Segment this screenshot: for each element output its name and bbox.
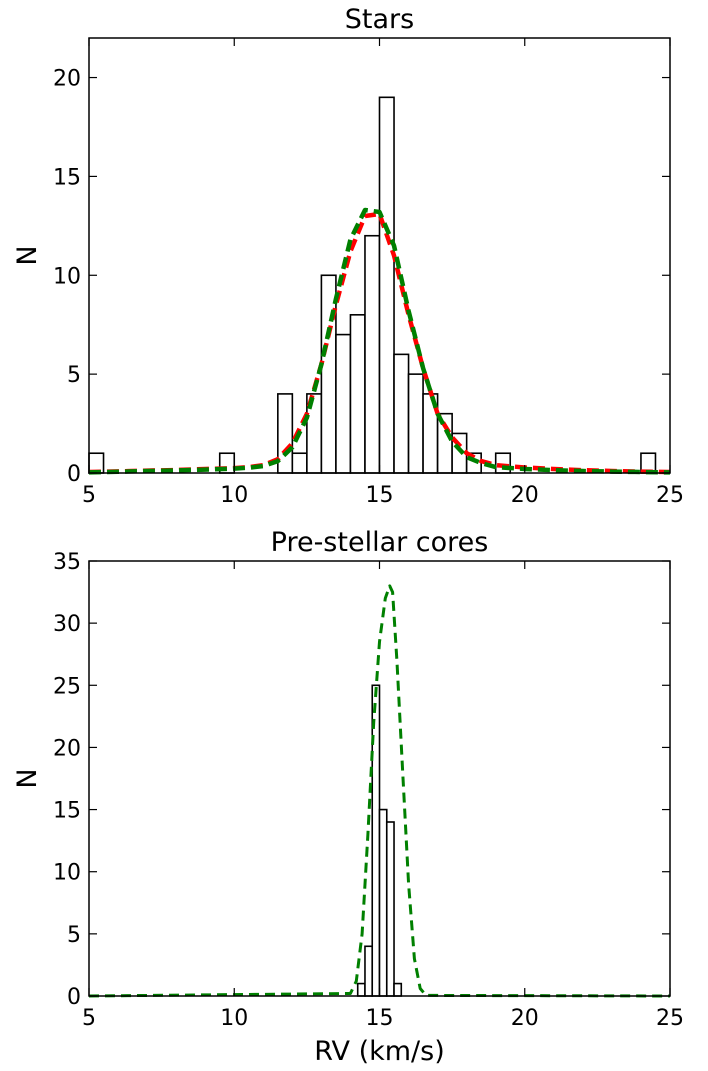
histogram-bar [407,373,424,474]
histogram-bar [378,808,388,997]
histogram-bar [393,353,410,474]
x-tick-label: 15 [366,483,394,508]
y-tick-label: 20 [53,67,81,92]
x-tick-label: 15 [366,1006,394,1031]
x-tick-label: 10 [220,1006,248,1031]
x-tick-label: 25 [656,1006,684,1031]
histogram-bar [371,684,381,997]
fit-curve-green [88,584,671,998]
x-tick-label: 20 [511,1006,539,1031]
histogram-bar [335,333,352,474]
y-tick-label: 0 [67,985,81,1010]
histogram-bar [356,982,366,997]
y-axis-label: N [12,245,43,265]
y-tick-label: 15 [53,165,81,190]
histogram-bar [385,821,395,997]
x-tick-label: 25 [656,483,684,508]
x-tick-label: 5 [82,483,96,508]
fit-curve-green [88,207,671,475]
y-tick-label: 5 [67,923,81,948]
y-tick-label: 20 [53,736,81,761]
y-axis-label: N [12,768,43,788]
y-tick-label: 35 [53,550,81,575]
x-tick-label: 5 [82,1006,96,1031]
y-tick-label: 10 [53,264,81,289]
chart-title: Stars [345,4,414,35]
x-tick-label: 20 [511,483,539,508]
histogram-bar [349,314,366,474]
x-axis-label: RV (km/s) [314,1036,445,1067]
x-tick-label: 10 [220,483,248,508]
y-tick-label: 30 [53,612,81,637]
y-tick-label: 0 [67,462,81,487]
histogram-bar [364,234,381,474]
y-tick-label: 25 [53,674,81,699]
y-tick-label: 5 [67,363,81,388]
histogram-bar [378,96,395,474]
histogram-bar [291,452,308,474]
y-tick-label: 10 [53,861,81,886]
histogram-bar [320,274,337,474]
histogram-bar [393,982,403,997]
y-tick-label: 15 [53,799,81,824]
histogram-bar [364,945,374,997]
chart-title: Pre-stellar cores [271,527,489,558]
fit-curve-red [88,211,671,475]
